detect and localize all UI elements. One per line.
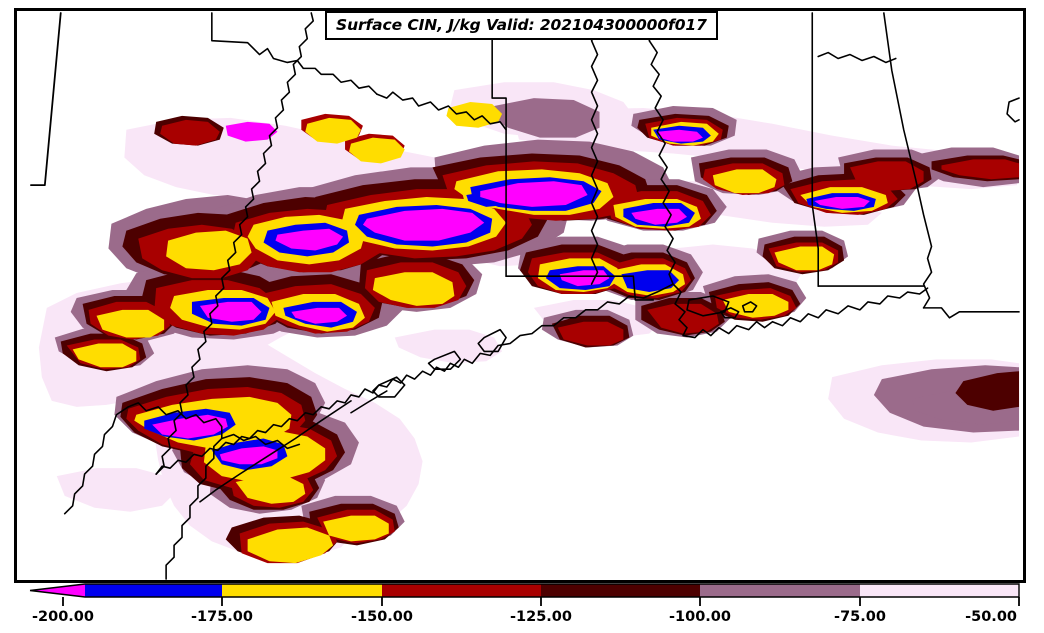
bay-galveston xyxy=(477,328,507,353)
coastline-louisiana-gulf xyxy=(672,283,929,339)
border-mexico-state xyxy=(127,402,223,580)
colorbar-tick-label: -50.00 xyxy=(965,609,1017,625)
border-rio-grande xyxy=(155,12,315,475)
lake-small-2 xyxy=(741,301,758,313)
border-mississippi-alabama xyxy=(811,12,820,287)
lake-pontchartrain xyxy=(686,295,730,317)
lake-small-1 xyxy=(720,307,740,319)
colorbar-tick-label: -175.00 xyxy=(191,609,253,625)
border-georgia-florida xyxy=(922,307,1020,319)
colorbar-tick-label: -75.00 xyxy=(834,609,886,625)
barrier-island-mustang xyxy=(350,390,388,414)
border-oklahoma-panhandle xyxy=(211,12,378,95)
border-alabama-georgia xyxy=(883,12,933,309)
colorbar-segment--200--175 xyxy=(85,584,222,597)
colorbar-tick-label: -200.00 xyxy=(32,609,94,625)
colorbar-segment--75--50 xyxy=(860,584,1019,597)
colorbar-segment--100--75 xyxy=(700,584,860,597)
border-mexico-coahuila xyxy=(220,433,301,450)
border-texas-louisiana xyxy=(590,12,599,285)
political-boundaries xyxy=(30,12,1020,580)
bay-matagorda xyxy=(427,350,462,371)
colorbar-tick-label: -125.00 xyxy=(510,609,572,625)
border-red-river xyxy=(376,91,507,131)
border-mississippi-river xyxy=(648,12,676,285)
colorbar-outline xyxy=(29,583,1020,598)
border-new-mexico xyxy=(30,12,62,187)
coastline-florida-north xyxy=(1006,97,1020,123)
colorbar-svg: -200.00 -175.00 -150.00 -125.00 -100.00 … xyxy=(29,583,1020,625)
colorbar-tick-labels: -200.00 -175.00 -150.00 -125.00 -100.00 … xyxy=(32,609,1017,625)
map-plot-area xyxy=(14,8,1026,583)
colorbar-segment-below--200 xyxy=(30,584,85,597)
border-mexico-state-2 xyxy=(63,406,130,515)
colorbar-ticks xyxy=(62,597,1020,606)
colorbar-tick-label: -150.00 xyxy=(351,609,413,625)
bay-corpus-christi xyxy=(372,376,406,398)
coastline-texas-gulf xyxy=(155,283,674,475)
cin-contour-fill xyxy=(38,82,1020,564)
border-arkansas-louisiana xyxy=(505,275,655,301)
colorbar-swatches xyxy=(29,583,1020,598)
colorbar-segment--175--150 xyxy=(222,584,382,597)
colorbar-segment--125--100 xyxy=(541,584,700,597)
contour-band-magenta xyxy=(152,121,870,465)
border-tennessee xyxy=(817,51,897,64)
colorbar: -200.00 -175.00 -150.00 -125.00 -100.00 … xyxy=(0,583,1044,633)
border-oklahoma-arkansas xyxy=(491,12,507,277)
barrier-island-padre xyxy=(199,400,352,503)
plot-title: Surface CIN, J/kg Valid: 202104300000f01… xyxy=(325,11,718,40)
colorbar-tick-label: -100.00 xyxy=(669,609,731,625)
colorbar-segment--150--125 xyxy=(382,584,541,597)
